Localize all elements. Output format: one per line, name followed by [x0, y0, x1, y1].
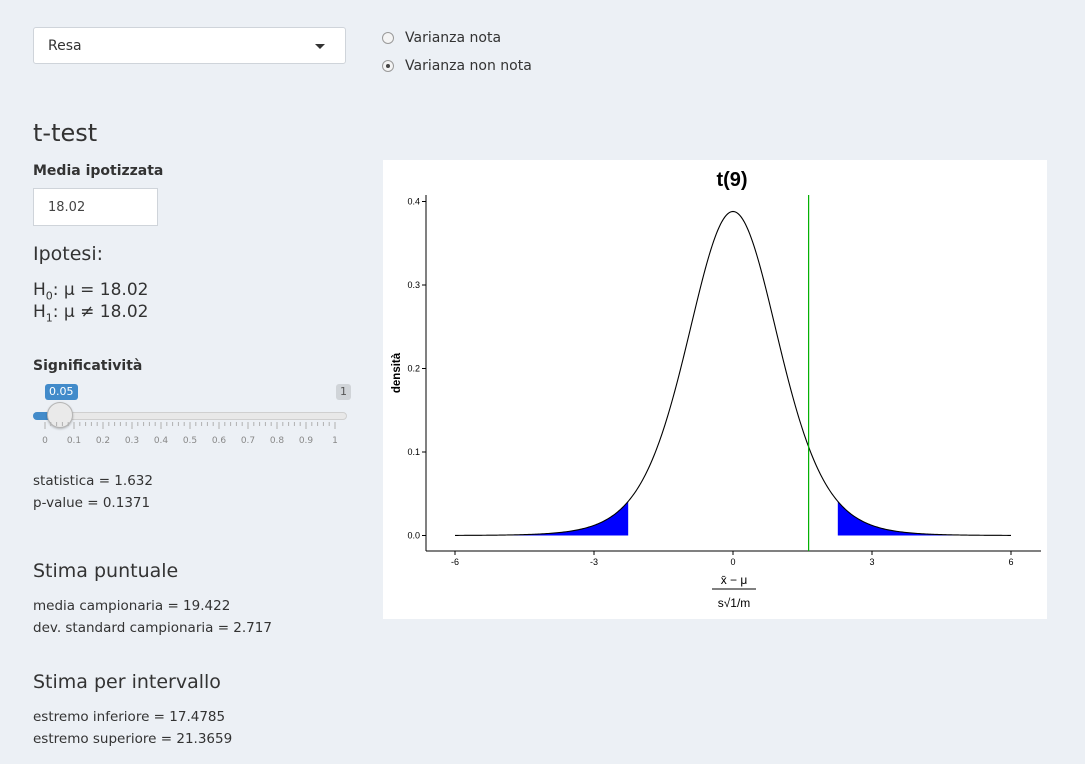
- x-tick-label: -3: [590, 557, 598, 567]
- radio-varianza-non-nota[interactable]: Varianza non nota: [382, 56, 532, 76]
- lower-bound-text: estremo inferiore = 17.4785: [33, 709, 226, 725]
- point-estimate-title: Stima puntuale: [33, 560, 179, 582]
- slider-tick-label: 0.1: [67, 436, 81, 446]
- hypothesis-title: Ipotesi:: [33, 243, 104, 265]
- slider-tick-label: 0.5: [183, 436, 197, 446]
- rejection-region-left: [455, 501, 629, 536]
- statistic-text: statistica = 1.632: [33, 473, 153, 489]
- slider-tick-label: 1: [332, 436, 338, 446]
- chart-title: t(9): [716, 169, 747, 191]
- radio-label: Varianza nota: [405, 30, 502, 46]
- x-tick-label: 6: [1008, 557, 1013, 567]
- sample-sd-text: dev. standard campionaria = 2.717: [33, 620, 272, 636]
- chart-svg: t(9) densità x̄ − μ s√1/m 0.0 0.1 0.2 0.3 0.…: [391, 169, 1041, 610]
- chevron-down-icon: [315, 44, 325, 49]
- x-axis-label-denominator: s√1/m: [718, 596, 751, 610]
- interval-estimate-title: Stima per intervallo: [33, 671, 221, 693]
- significance-label: Significatività: [33, 358, 143, 374]
- slider-tick-label: 0.6: [212, 436, 227, 446]
- slider-tick-label: 0.7: [241, 436, 255, 446]
- slider-fill: [33, 412, 60, 420]
- slider-tick-label: 0: [42, 436, 48, 446]
- slider-tick-label: 0.8: [270, 436, 285, 446]
- rejection-region-right: [837, 501, 1011, 536]
- y-tick-label: 0.4: [407, 197, 420, 207]
- slider-value-badge: 0.05: [45, 384, 78, 400]
- radio-varianza-nota[interactable]: Varianza nota: [382, 28, 501, 48]
- radio-checked-icon[interactable]: [382, 60, 394, 72]
- page-title: t-test: [33, 119, 98, 147]
- x-tick-label: 0: [730, 557, 735, 567]
- y-tick-label: 0.1: [407, 447, 420, 457]
- upper-bound-text: estremo superiore = 21.3659: [33, 731, 233, 747]
- variable-select[interactable]: Resa: [33, 27, 346, 64]
- radio-icon[interactable]: [382, 32, 394, 44]
- y-axis-label: densità: [391, 352, 403, 393]
- slider-max-badge: 1: [336, 384, 351, 400]
- x-tick-label: 3: [869, 557, 874, 567]
- slider-ticks: 0 0.1 0.2 0.3 0.4 0.5 0.6 0.7 0.8 0.9 1: [42, 422, 338, 446]
- sample-mean-text: media campionaria = 19.422: [33, 598, 231, 614]
- slider-tick-label: 0.9: [299, 436, 314, 446]
- media-input[interactable]: 18.02: [33, 188, 158, 226]
- slider-tick-label: 0.4: [154, 436, 169, 446]
- x-axis-label-numerator: x̄ − μ: [721, 573, 748, 587]
- slider-track[interactable]: [33, 412, 347, 420]
- slider-tick-label: 0.2: [96, 436, 110, 446]
- density-curve: [454, 210, 1012, 536]
- media-label: Media ipotizzata: [33, 163, 164, 179]
- t-distribution-chart: t(9) densità x̄ − μ s√1/m 0.0 0.1 0.2 0.3 0.…: [383, 160, 1047, 619]
- y-tick-label: 0.2: [407, 364, 420, 374]
- h0-hypothesis: H0: μ = 18.02: [33, 280, 149, 303]
- pvalue-text: p-value = 0.1371: [33, 495, 151, 511]
- y-tick-label: 0.3: [407, 280, 420, 290]
- slider-tick-label: 0.3: [125, 436, 139, 446]
- radio-label: Varianza non nota: [405, 58, 532, 74]
- h1-hypothesis: H1: μ ≠ 18.02: [33, 302, 149, 325]
- x-tick-label: -6: [451, 557, 459, 567]
- variable-select-value: Resa: [48, 38, 82, 54]
- y-tick-label: 0.0: [407, 531, 420, 541]
